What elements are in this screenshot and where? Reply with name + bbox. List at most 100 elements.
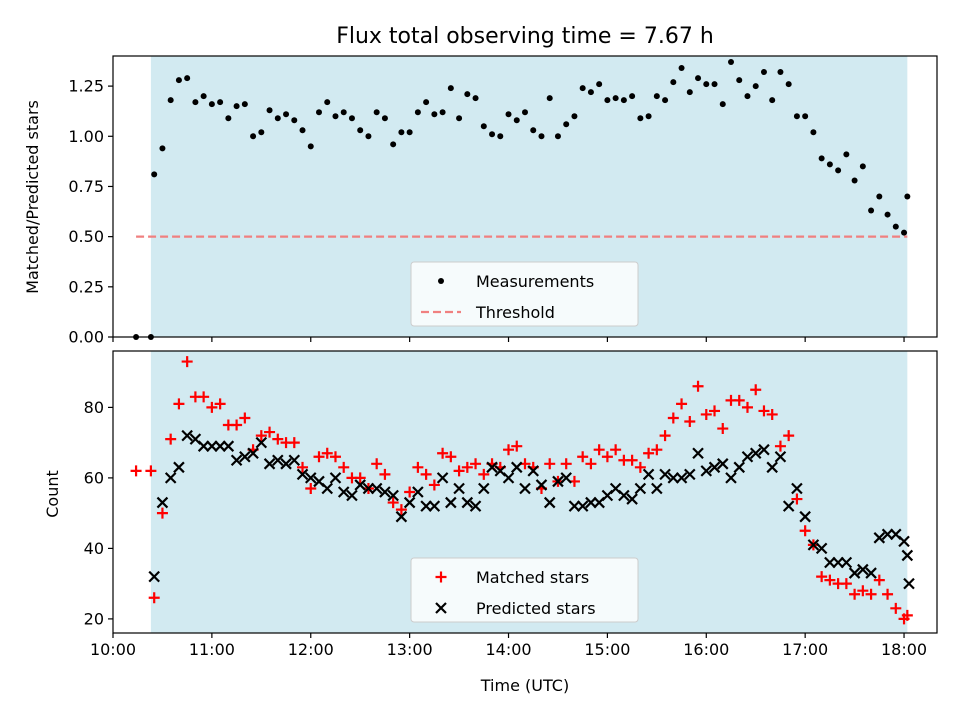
- measurement-point: [225, 115, 232, 122]
- predicted-star-point: [700, 465, 713, 477]
- predicted-star-point: [807, 539, 820, 551]
- predicted-star-point: [815, 542, 828, 555]
- predicted-star-point: [148, 570, 160, 583]
- matched-star-point: [420, 468, 432, 480]
- predicted-star-point: [445, 496, 457, 509]
- measurement-point: [489, 131, 496, 138]
- predicted-star-point: [519, 482, 531, 495]
- measurement-point: [167, 97, 174, 104]
- measurement-point: [472, 95, 479, 102]
- matched-star-point: [544, 458, 556, 470]
- measurement-point: [728, 59, 734, 66]
- predicted-star-point: [758, 443, 770, 456]
- measurement-point: [645, 113, 652, 120]
- measurement-point: [876, 193, 883, 200]
- predicted-star-point: [824, 556, 836, 569]
- measurement-point: [554, 133, 561, 140]
- matched-star-point: [181, 356, 193, 368]
- top-y-tick-label: 0.00: [68, 328, 104, 347]
- predicted-star-point: [782, 500, 795, 512]
- predicted-star-point: [478, 482, 490, 495]
- predicted-star-point: [799, 510, 811, 523]
- matched-star-point: [667, 412, 679, 424]
- top-legend-box: [410, 261, 639, 327]
- matched-star-point: [626, 454, 638, 466]
- predicted-star-point: [222, 440, 235, 452]
- matched-star-point: [165, 433, 177, 445]
- measurement-point: [703, 81, 710, 88]
- matched-star-point: [750, 384, 762, 396]
- legend-marker-dot: [438, 278, 444, 284]
- predicted-star-point: [362, 482, 375, 495]
- predicted-star-point: [272, 454, 284, 467]
- predicted-star-point: [832, 556, 844, 569]
- legend-marker-x: [435, 602, 447, 614]
- predicted-star-point: [766, 461, 778, 474]
- matched-star-point: [709, 405, 721, 417]
- measurement-point: [769, 97, 776, 104]
- predicted-star-point: [173, 461, 185, 474]
- measurement-point: [620, 97, 627, 104]
- measurement-point: [200, 93, 207, 100]
- measurement-point: [744, 93, 751, 100]
- measurement-point: [307, 143, 314, 150]
- predicted-star-point: [469, 500, 482, 512]
- measurement-point: [316, 109, 322, 116]
- matched-star-point: [651, 444, 663, 456]
- predicted-star-point: [247, 447, 259, 460]
- bottom-y-tick-label: 20: [84, 609, 104, 628]
- predicted-star-point: [733, 461, 746, 474]
- matched-star-point: [387, 497, 399, 509]
- matched-star-point: [634, 461, 646, 473]
- bottom-series-predicted-stars: [148, 429, 915, 590]
- measurement-point: [777, 69, 784, 76]
- measurement-point: [752, 83, 759, 90]
- measurement-point: [653, 93, 660, 100]
- matched-star-point: [601, 451, 613, 463]
- matched-star-point: [313, 451, 325, 463]
- predicted-star-point: [667, 472, 680, 484]
- matched-star-point: [882, 588, 894, 600]
- predicted-star-point: [197, 440, 210, 452]
- measurement-point: [431, 111, 438, 118]
- predicted-star-point: [692, 447, 704, 460]
- predicted-star-point: [716, 458, 729, 470]
- matched-star-point: [305, 482, 317, 494]
- measurement-point: [818, 155, 825, 162]
- predicted-star-point: [903, 577, 915, 590]
- matched-star-point: [148, 592, 160, 604]
- predicted-star-point: [725, 472, 737, 484]
- measurement-point: [464, 91, 471, 98]
- predicted-star-point: [626, 493, 638, 505]
- predicted-star-point: [576, 500, 589, 512]
- measurement-point: [793, 113, 800, 120]
- predicted-star-point: [840, 556, 853, 569]
- matched-star-point: [873, 574, 885, 586]
- measurement-point: [497, 133, 504, 140]
- predicted-star-point: [741, 450, 754, 463]
- predicted-star-point: [618, 489, 630, 502]
- x-axis-label: Time (UTC): [480, 676, 569, 695]
- top-y-tick-label: 0.50: [68, 227, 104, 246]
- matched-star-point: [741, 401, 753, 413]
- predicted-star-point: [848, 567, 861, 579]
- measurement-point: [406, 129, 413, 136]
- predicted-star-point: [791, 482, 803, 495]
- measurement-point: [571, 113, 578, 120]
- measurement-point: [456, 115, 463, 122]
- predicted-star-point: [502, 472, 515, 484]
- matched-star-point: [857, 585, 869, 597]
- top-y-tick-label: 0.75: [68, 177, 104, 196]
- legend-entry-label: Predicted stars: [476, 599, 596, 618]
- matched-star-point: [478, 468, 490, 480]
- matched-star-point: [272, 433, 284, 445]
- predicted-star-point: [634, 482, 647, 495]
- matched-star-point: [255, 430, 267, 442]
- measurement-point: [579, 85, 586, 92]
- matched-star-point: [297, 461, 309, 473]
- legend-entry-label: Measurements: [476, 272, 594, 291]
- predicted-star-point: [354, 479, 366, 491]
- chart-title: Flux total observing time = 7.67 h: [336, 24, 714, 49]
- x-tick-label: 17:00: [782, 640, 828, 659]
- predicted-star-point: [901, 549, 914, 562]
